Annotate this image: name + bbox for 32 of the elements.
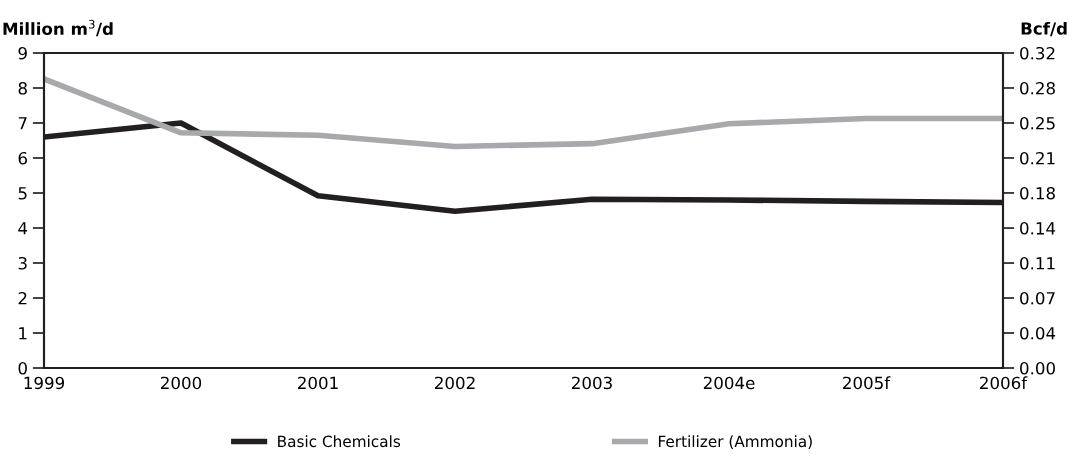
- x-tick-label: 1999: [24, 376, 65, 390]
- y2-tick-label: 0.11: [1020, 257, 1055, 270]
- y2-tick-label: 0.14: [1020, 222, 1056, 235]
- x-tick-label: 2003: [572, 376, 612, 390]
- y2-tick-label: 0.07: [1020, 291, 1055, 305]
- x-tick-label: 2002: [435, 376, 475, 390]
- y2-tick-label: 0.00: [1020, 361, 1055, 375]
- y2-tick-label: 0.04: [1020, 326, 1056, 340]
- legend-label: Basic Chemicals: [278, 435, 401, 448]
- x-tick-label: 2005f: [843, 376, 891, 390]
- y-tick-label: 1: [19, 327, 27, 340]
- y2-axis-title: Bcf/d: [1021, 21, 1067, 37]
- y2-tick-label: 0.18: [1020, 186, 1055, 200]
- y-tick-label: 8: [18, 81, 27, 95]
- y-tick-label: 5: [18, 187, 27, 200]
- y-tick-label: 2: [18, 291, 27, 305]
- y-tick-label: 7: [18, 117, 27, 130]
- y-tick-label: 3: [18, 256, 27, 270]
- y2-tick-label: 0.25: [1020, 116, 1055, 130]
- x-tick-label: 2001: [298, 376, 338, 390]
- y-tick-label: 0: [18, 361, 27, 375]
- x-tick-label: 2004e: [703, 376, 755, 390]
- x-tick-label: 2006f: [980, 376, 1028, 390]
- y-tick-label: 6: [18, 151, 27, 165]
- y-axis-title: Million m$^{3}$/d: [3, 19, 113, 37]
- y2-tick-label: 0.32: [1020, 46, 1055, 60]
- y-tick-label: 9: [18, 46, 27, 60]
- y2-tick-label: 0.28: [1020, 81, 1055, 95]
- y-tick-label: 4: [18, 222, 28, 235]
- x-tick-label: 2000: [161, 376, 202, 390]
- y2-tick-label: 0.21: [1020, 151, 1055, 165]
- legend-label: Fertilizer (Ammonia): [658, 435, 812, 449]
